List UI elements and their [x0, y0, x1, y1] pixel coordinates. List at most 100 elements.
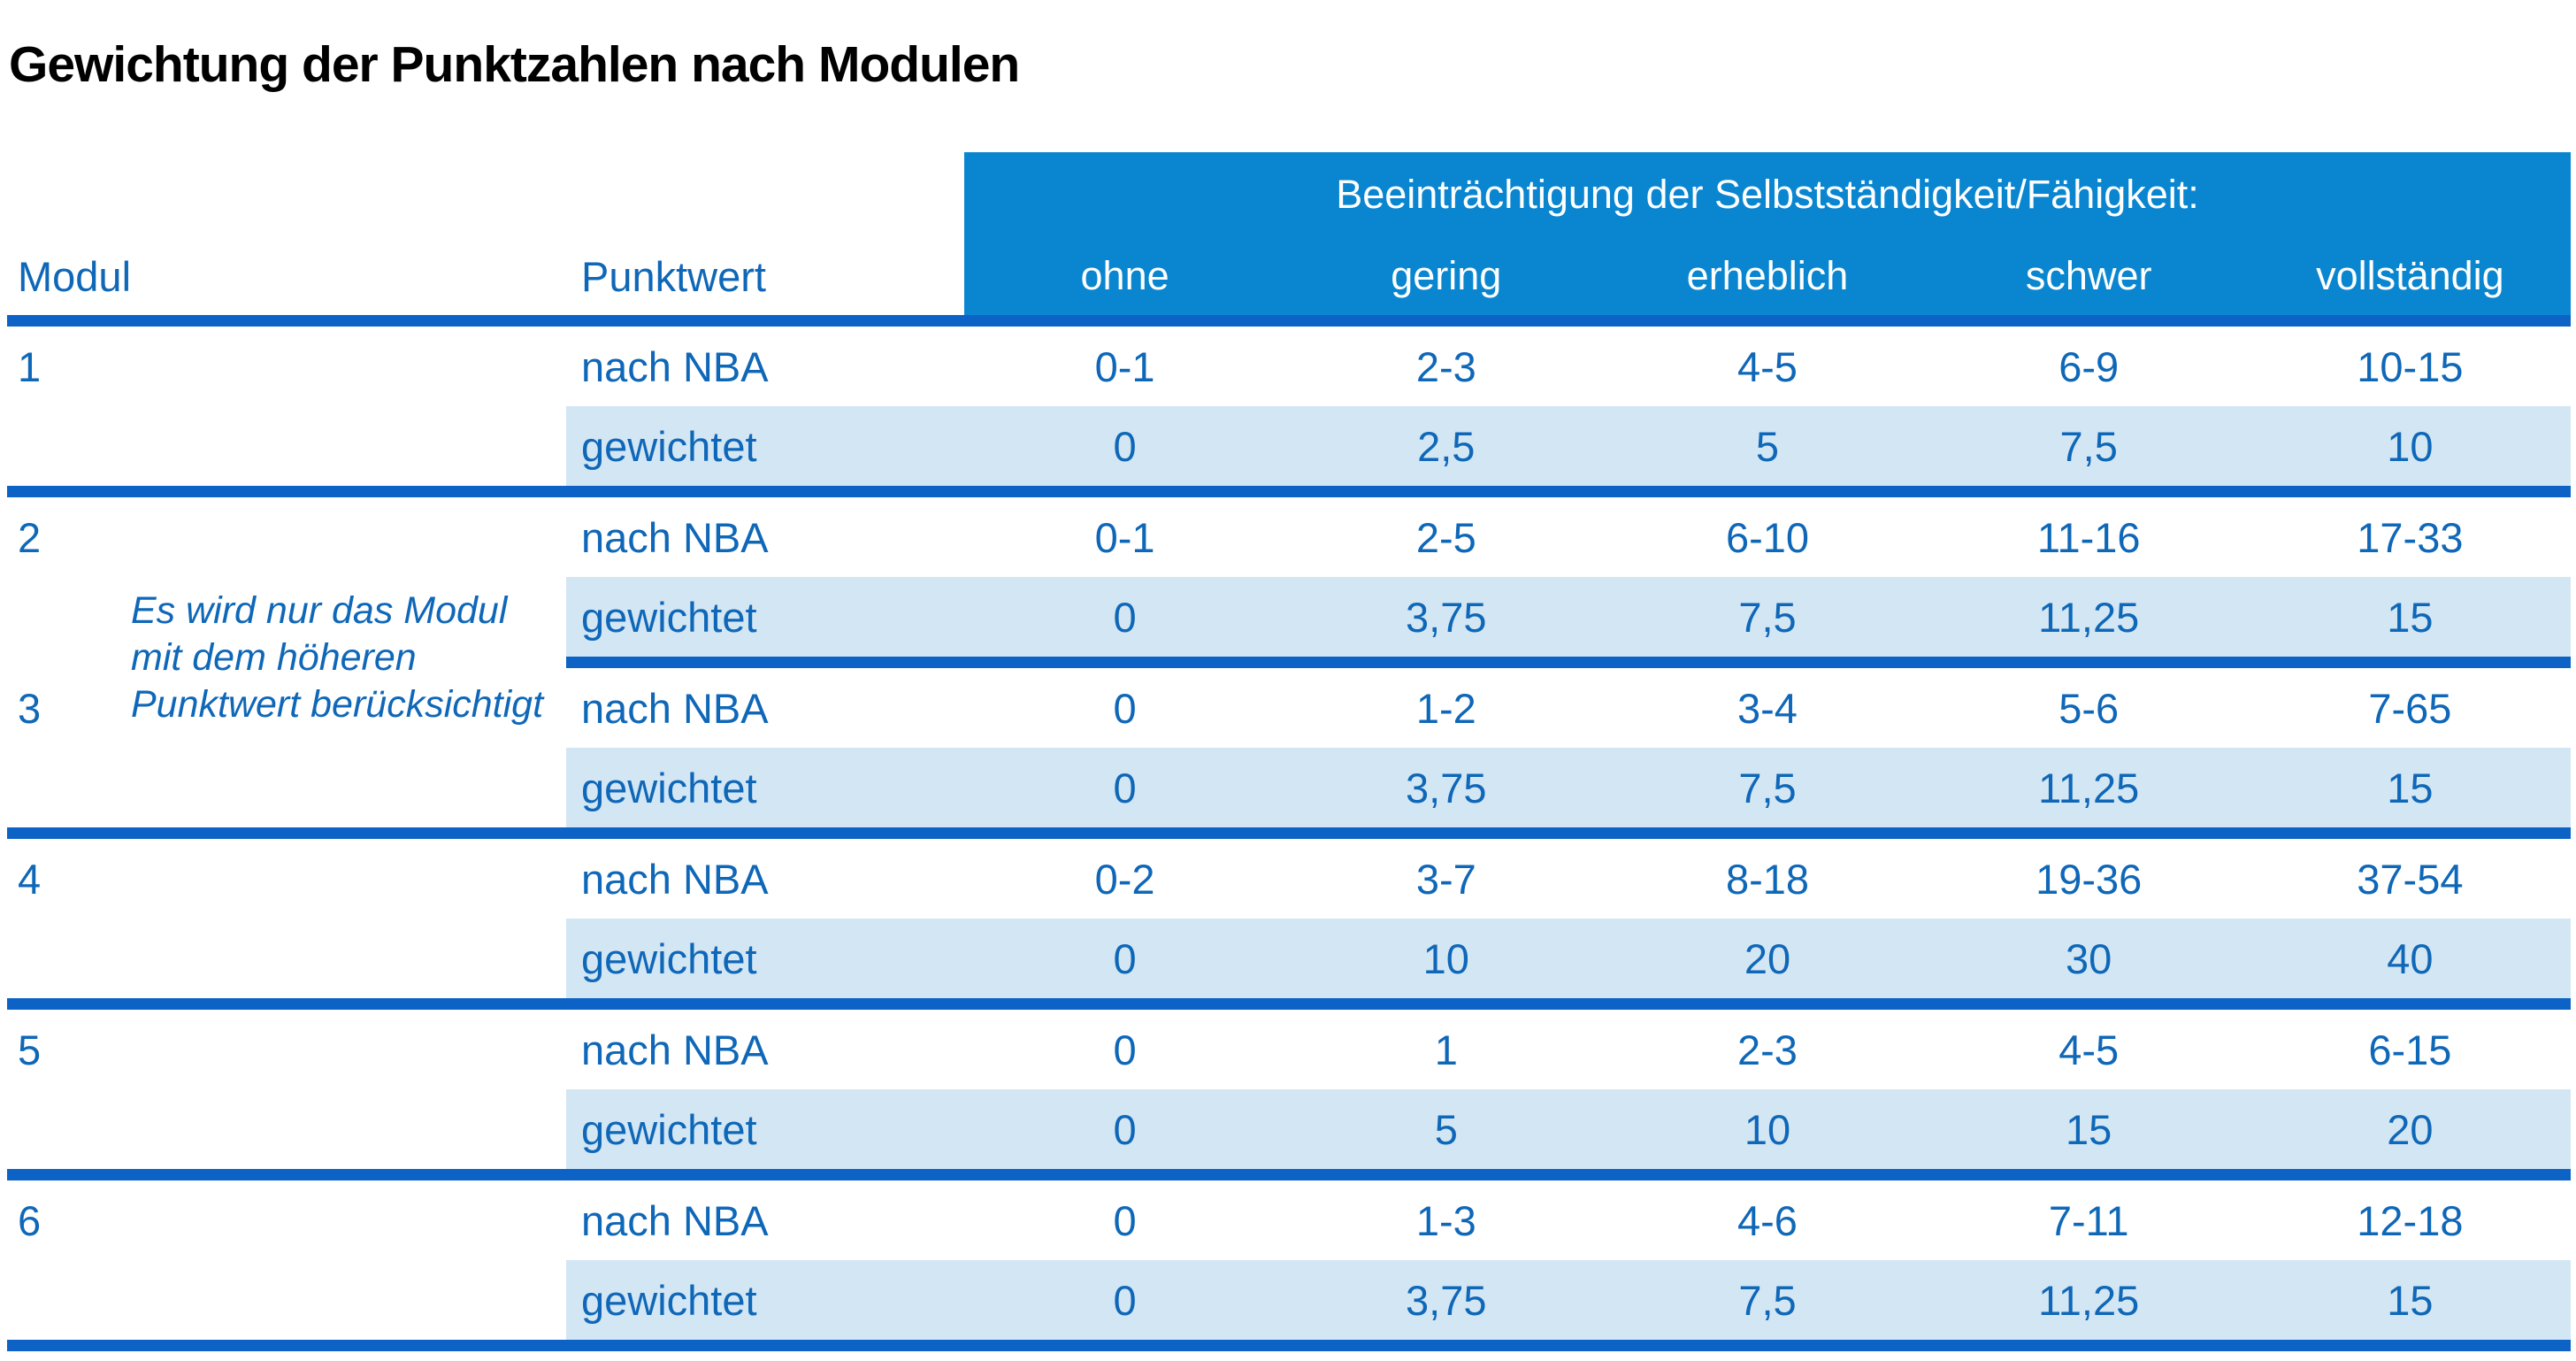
cell-value: 6-10 [1725, 513, 1810, 561]
cell-value: 2-5 [1415, 513, 1476, 561]
severity-group-header: Beeinträchtigung der Selbstständigkeit/F… [1336, 171, 2199, 217]
cell-value: 3,75 [1406, 764, 1487, 811]
cell-value: 15 [2387, 764, 2434, 811]
cell-value: 5 [1755, 422, 1780, 470]
note-line: Punktwert berücksichtigt [131, 683, 544, 726]
cell-value: 4-5 [2058, 1026, 2120, 1073]
row-label-weighted: gewichtet [581, 422, 757, 470]
row-label-nba: nach NBA [581, 1026, 769, 1073]
group-separator [7, 998, 2571, 1010]
module-number: 6 [18, 1196, 42, 1244]
header-rule [7, 315, 2571, 327]
severity-header-block: Beeinträchtigung der Selbstständigkeit/F… [964, 152, 2571, 315]
cell-value: 15 [2387, 1276, 2434, 1324]
group-separator-partial [7, 657, 2571, 668]
cell-value: 2-3 [1415, 342, 1476, 390]
table-row: gewichtet 0 3,75 7,5 11,25 15 [7, 577, 2571, 657]
row-label-weighted: gewichtet [581, 1276, 757, 1324]
cell-value: 12-18 [2357, 1196, 2464, 1244]
row-label-weighted: gewichtet [581, 764, 757, 811]
cell-value: 30 [2066, 934, 2112, 982]
cell-value: 5 [1434, 1105, 1458, 1153]
cell-value: 0 [1113, 764, 1137, 811]
cell-value: 0 [1113, 1196, 1137, 1244]
table-header: Modul Punktwert Beeinträchtigung der Sel… [7, 152, 2571, 315]
row-label-nba: nach NBA [581, 513, 769, 561]
module-number: 2 [18, 513, 42, 561]
cell-value: 4-6 [1737, 1196, 1798, 1244]
cell-value: 10 [2387, 422, 2434, 470]
cell-value: 0 [1113, 684, 1137, 732]
module-5-group: 5 nach NBA 0 1 2-3 4-5 6-15 gewichtet 0 … [7, 1010, 2571, 1169]
cell-value: 0 [1113, 1276, 1137, 1324]
cell-value: 8-18 [1725, 855, 1810, 903]
table-row: 4 nach NBA 0-2 3-7 8-18 19-36 37-54 [7, 839, 2571, 919]
cell-value: 15 [2066, 1105, 2112, 1153]
cell-value: 11,25 [2038, 593, 2140, 641]
cell-value: 0-2 [1094, 855, 1155, 903]
cell-value: 3,75 [1406, 593, 1487, 641]
cell-value: 6-9 [2058, 342, 2120, 390]
cell-value: 0-1 [1094, 513, 1155, 561]
cell-value: 3-7 [1415, 855, 1476, 903]
table-row: 3 nach NBA 0 1-2 3-4 5-6 7-65 [7, 668, 2571, 748]
table-row: gewichtet 0 2,5 5 7,5 10 [7, 406, 2571, 486]
cell-value: 37-54 [2357, 855, 2464, 903]
module-number: 1 [18, 342, 42, 390]
weighting-table: Modul Punktwert Beeinträchtigung der Sel… [7, 152, 2571, 1351]
module-6-group: 6 nach NBA 0 1-3 4-6 7-11 12-18 gewichte… [7, 1180, 2571, 1340]
column-header-gering: gering [1391, 252, 1502, 298]
cell-value: 7,5 [1738, 1276, 1797, 1324]
cell-value: 3-4 [1737, 684, 1798, 732]
cell-value: 2-3 [1737, 1026, 1798, 1073]
column-header-schwer: schwer [2025, 252, 2152, 298]
cell-value: 5-6 [2058, 684, 2120, 732]
cell-value: 1-3 [1415, 1196, 1476, 1244]
module-1-group: 1 nach NBA 0-1 2-3 4-5 6-9 10-15 gewicht… [7, 327, 2571, 486]
row-label-nba: nach NBA [581, 684, 769, 732]
cell-value: 10 [1422, 934, 1469, 982]
note-line: Es wird nur das Modul [131, 589, 508, 632]
table-bottom-rule [7, 1340, 2571, 1351]
cell-value: 4-5 [1737, 342, 1798, 390]
group-separator [7, 1169, 2571, 1180]
cell-value: 0 [1113, 422, 1137, 470]
cell-value: 3,75 [1406, 1276, 1487, 1324]
cell-value: 19-36 [2036, 855, 2143, 903]
column-header-punktwert: Punktwert [581, 253, 766, 300]
cell-value: 0 [1113, 593, 1137, 641]
group-separator [7, 827, 2571, 839]
cell-value: 11-16 [2036, 513, 2141, 561]
row-label-nba: nach NBA [581, 342, 769, 390]
cell-value: 1-2 [1415, 684, 1476, 732]
module-2-3-note: Es wird nur das Modul mit dem höheren Pu… [131, 588, 543, 728]
page-title: Gewichtung der Punktzahlen nach Modulen [9, 36, 1020, 94]
cell-value: 0 [1113, 934, 1137, 982]
cell-value: 11,25 [2038, 764, 2140, 811]
cell-value: 17-33 [2357, 513, 2464, 561]
cell-value: 10-15 [2357, 342, 2464, 390]
cell-value: 20 [2387, 1105, 2434, 1153]
module-3-group: 3 nach NBA 0 1-2 3-4 5-6 7-65 gewichtet … [7, 668, 2571, 827]
table-row: 6 nach NBA 0 1-3 4-6 7-11 12-18 [7, 1180, 2571, 1260]
cell-value: 20 [1744, 934, 1791, 982]
column-header-ohne: ohne [1080, 252, 1169, 298]
cell-value: 40 [2387, 934, 2434, 982]
row-label-weighted: gewichtet [581, 934, 757, 982]
row-label-nba: nach NBA [581, 855, 769, 903]
module-2-group: 2 nach NBA 0-1 2-5 6-10 11-16 17-33 gewi… [7, 497, 2571, 657]
row-label-weighted: gewichtet [581, 593, 757, 641]
cell-value: 7,5 [2059, 422, 2118, 470]
cell-value: 7,5 [1738, 593, 1797, 641]
column-header-modul: Modul [18, 253, 132, 300]
table-row: gewichtet 0 3,75 7,5 11,25 15 [7, 748, 2571, 827]
table-row: gewichtet 0 10 20 30 40 [7, 919, 2571, 998]
cell-value: 0 [1113, 1105, 1137, 1153]
cell-value: 2,5 [1417, 422, 1476, 470]
cell-value: 7-65 [2368, 684, 2452, 732]
table-row: 2 nach NBA 0-1 2-5 6-10 11-16 17-33 [7, 497, 2571, 577]
note-line: mit dem höheren [131, 636, 417, 679]
cell-value: 11,25 [2038, 1276, 2140, 1324]
table-row: gewichtet 0 3,75 7,5 11,25 15 [7, 1260, 2571, 1340]
group-separator [7, 486, 2571, 497]
